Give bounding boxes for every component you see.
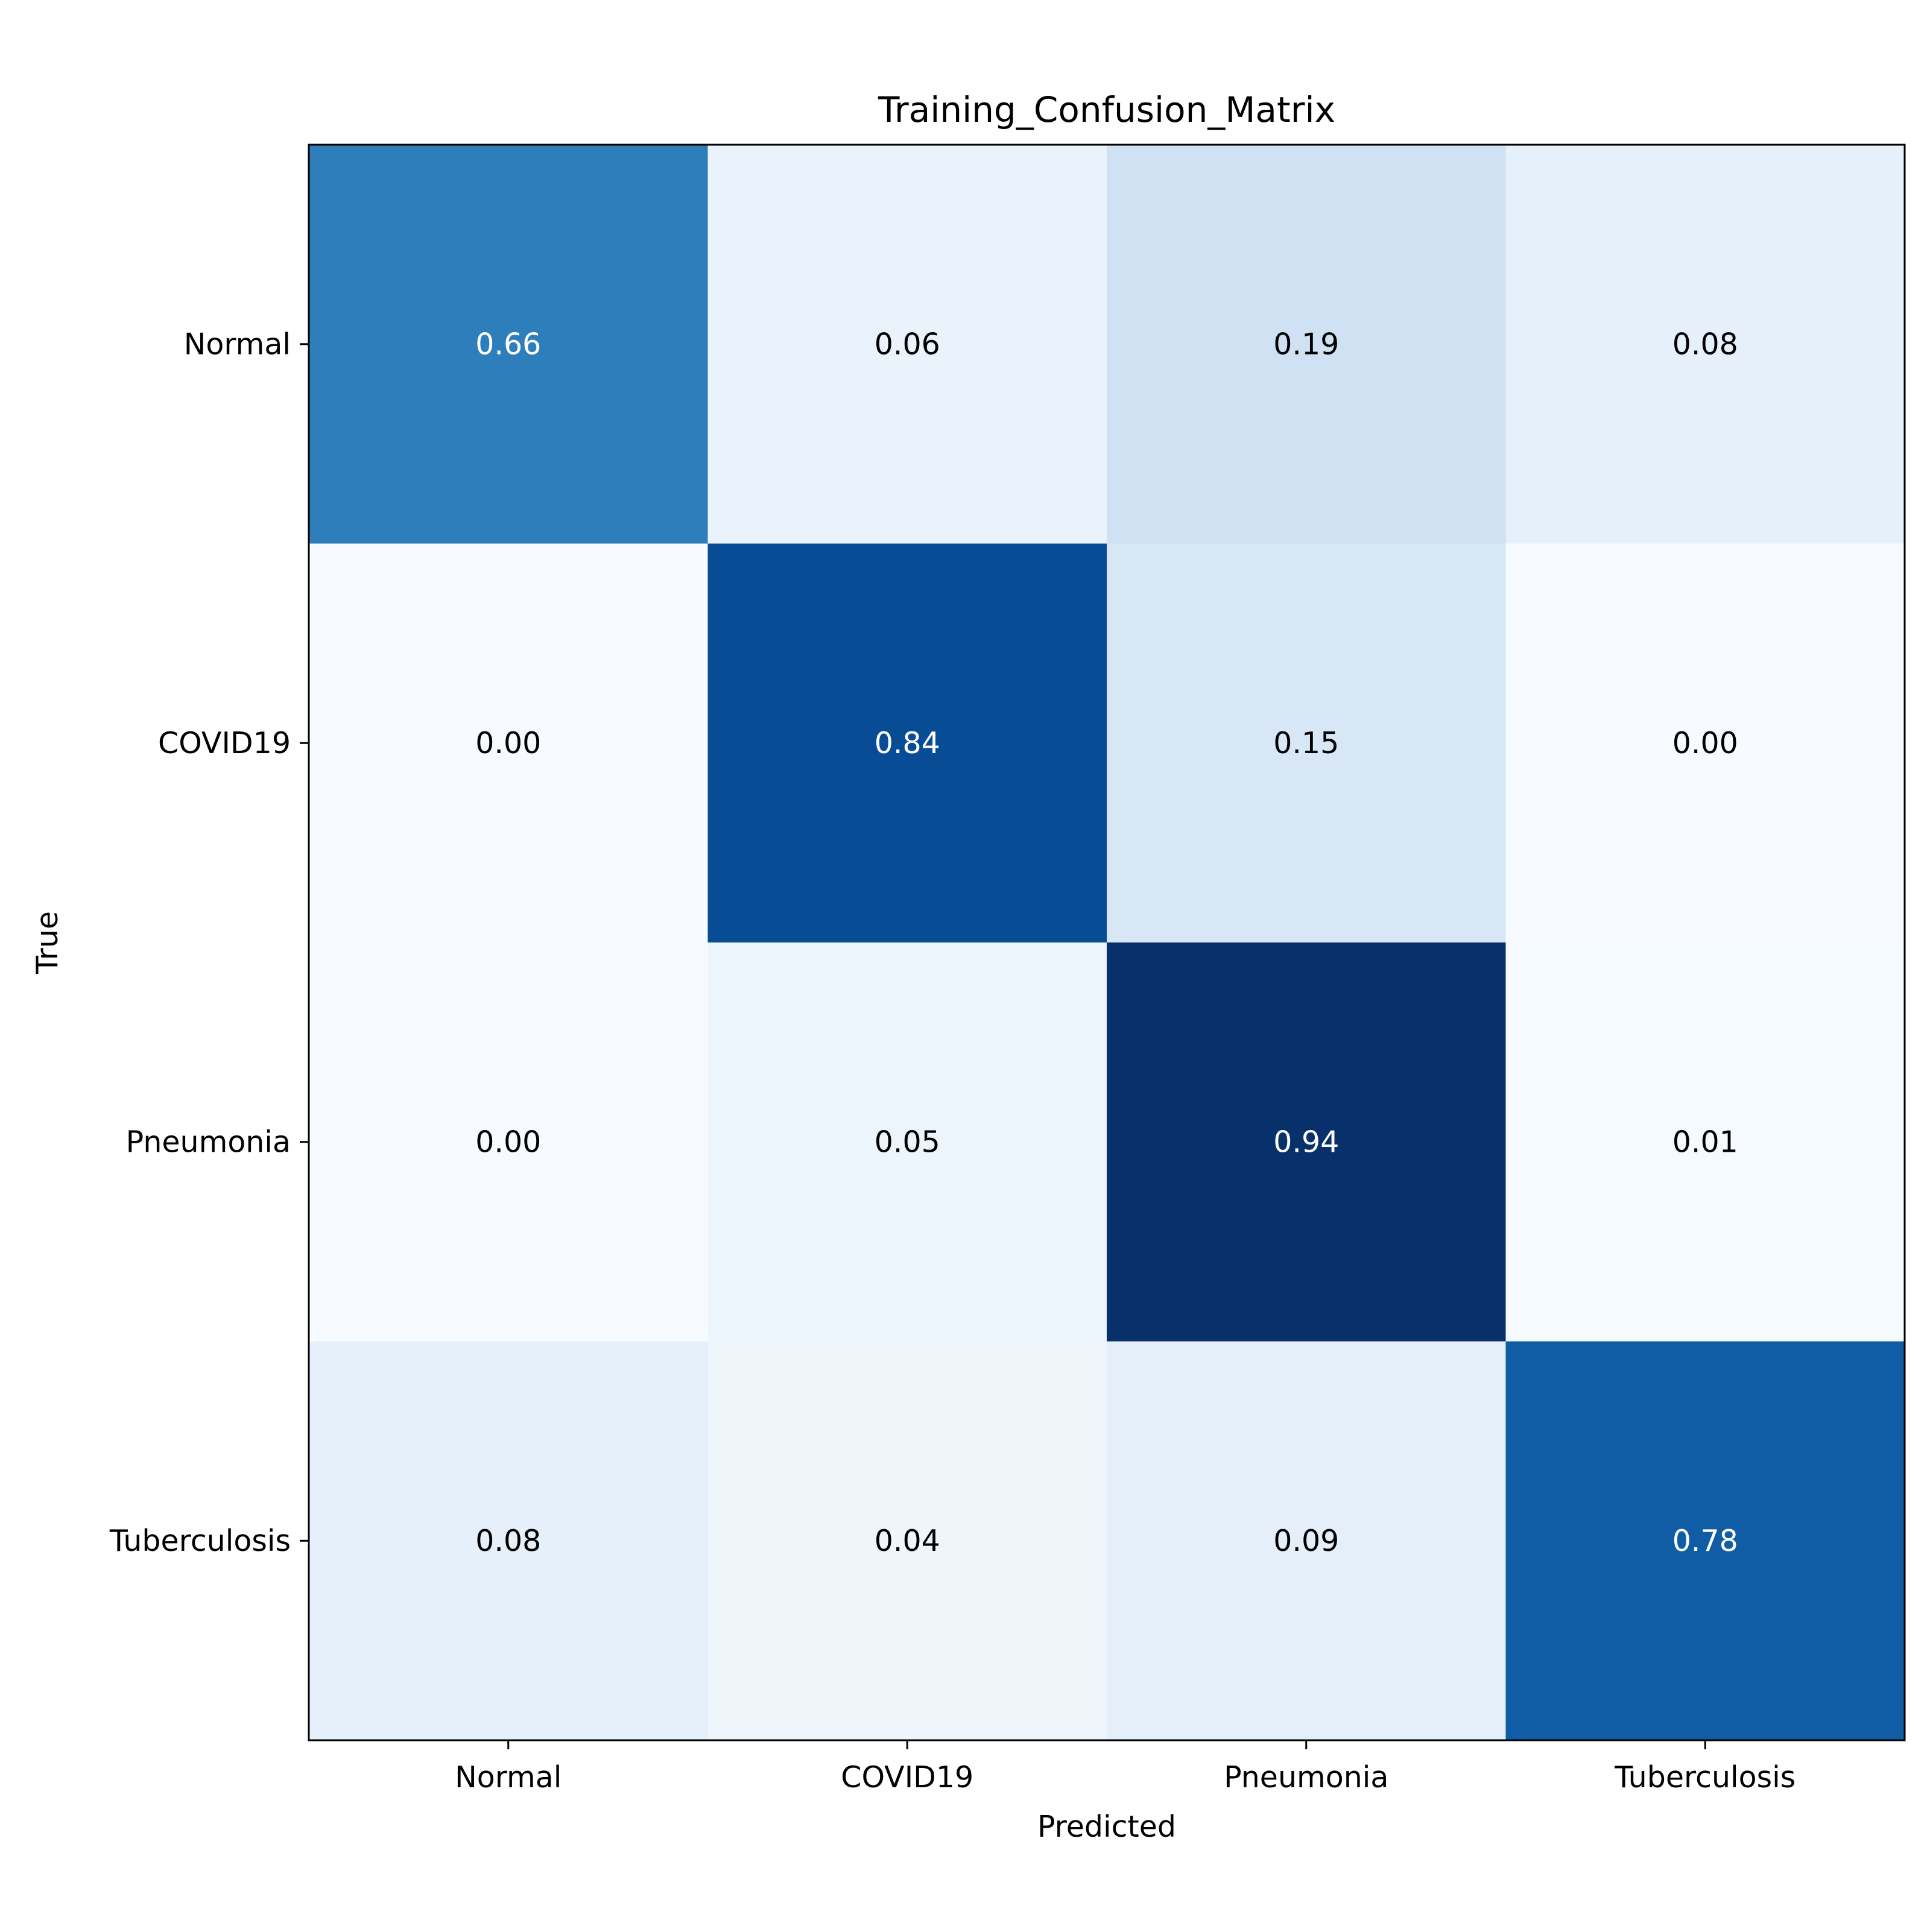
x-tick-label: Normal [455,1760,562,1795]
heatmap-cell [1505,942,1905,1342]
heatmap-cell [1505,145,1905,544]
heatmap-cell [1107,942,1506,1342]
y-axis-label: True [30,911,65,974]
heatmap-cell [1505,543,1905,943]
y-tick-label: COVID19 [158,726,291,760]
x-axis-label: Predicted [1037,1810,1176,1844]
heatmap-cell [309,942,708,1342]
heatmap-cell [707,145,1107,544]
heatmap-cell [707,942,1107,1342]
cell-value-label: 0.04 [875,1524,940,1558]
heatmap-cell [309,145,708,544]
chart-title: Training_Confusion_Matrix [878,89,1335,130]
cell-value-label: 0.06 [875,327,940,361]
cell-value-label: 0.19 [1273,327,1339,361]
y-tick-label: Normal [184,327,291,361]
heatmap-cell [1505,1341,1905,1741]
cell-value-label: 0.00 [475,726,541,760]
cell-value-label: 0.78 [1672,1524,1738,1558]
plot-frame [308,144,1906,1741]
heatmap-cell [309,1341,708,1741]
heatmap-cell [707,543,1107,943]
heatmap-cell [1107,145,1506,544]
x-axis-ticks: Normal COVID19 Pneumonia Tuberculosis [455,1740,1796,1795]
x-tick-label: Pneumonia [1224,1760,1388,1795]
cell-value-label: 0.08 [475,1524,541,1558]
cell-value-label: 0.09 [1273,1524,1339,1558]
y-tick-label: Tuberculosis [109,1524,291,1558]
heatmap-cell [309,543,708,943]
heatmap-cell [1107,543,1506,943]
x-tick-label: COVID19 [841,1760,973,1795]
cell-value-label: 0.15 [1273,726,1339,760]
heatmap-cells [309,145,1905,1741]
heatmap-cell [707,1341,1107,1741]
x-tick-label: Tuberculosis [1614,1760,1796,1795]
cell-value-label: 0.00 [1672,726,1738,760]
cell-value-label: 0.66 [475,327,541,361]
cell-value-label: 0.94 [1273,1125,1339,1159]
cell-value-labels: 0.66 0.06 0.19 0.08 0.00 0.84 0.15 0.00 0.00 0.05… [475,327,1738,1558]
heatmap-cell [1107,1341,1506,1741]
y-axis-ticks: Normal COVID19 Pneumonia Tuberculosis [109,327,309,1558]
cell-value-label: 0.08 [1672,327,1738,361]
cell-value-label: 0.00 [475,1125,541,1159]
cell-value-label: 0.05 [875,1125,940,1159]
cell-value-label: 0.01 [1672,1125,1738,1159]
y-tick-label: Pneumonia [126,1125,291,1159]
cell-value-label: 0.84 [875,726,940,760]
